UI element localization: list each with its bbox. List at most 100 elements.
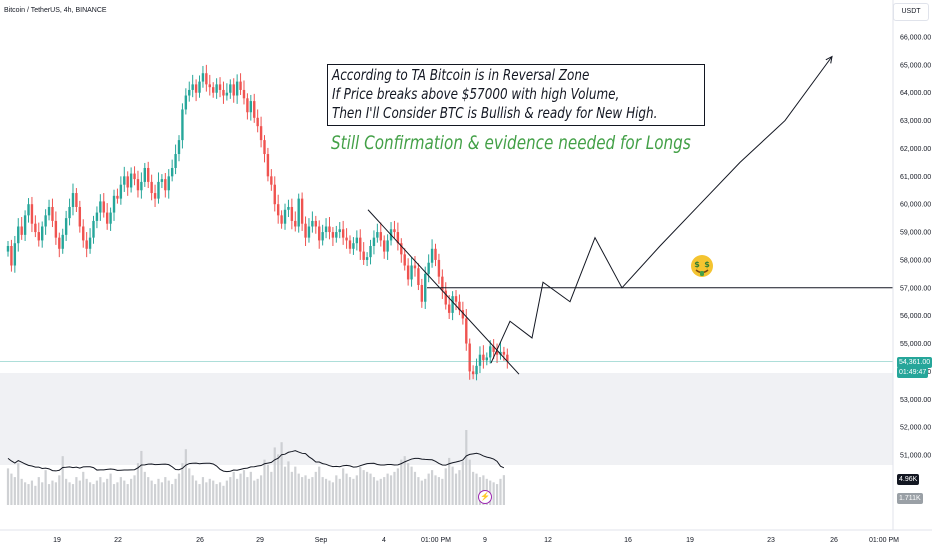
candle-body bbox=[140, 181, 143, 191]
volume-bar bbox=[321, 477, 324, 505]
candle-body bbox=[174, 154, 177, 168]
candle-body bbox=[198, 81, 201, 93]
volume-bar bbox=[259, 475, 263, 505]
candle-body bbox=[184, 95, 188, 110]
candle-body bbox=[372, 237, 376, 246]
candle-body bbox=[136, 179, 140, 191]
volume-bar bbox=[355, 475, 358, 505]
candle-body bbox=[444, 290, 447, 305]
volume-bar bbox=[410, 466, 413, 505]
volume-bar bbox=[37, 477, 40, 505]
candle-body bbox=[355, 237, 359, 244]
volume-bar bbox=[188, 468, 191, 505]
volume-bar bbox=[65, 478, 68, 505]
candle-body bbox=[160, 179, 164, 182]
candle-body bbox=[256, 117, 259, 127]
ma-volume-label: 4.96K bbox=[897, 474, 920, 485]
volume-bar bbox=[400, 459, 403, 505]
candle-body bbox=[451, 296, 454, 313]
volume-bar bbox=[324, 478, 328, 505]
candle-body bbox=[266, 154, 270, 177]
symbol-title: Bitcoin / TetherUS, 4h, BINANCE bbox=[4, 7, 107, 14]
volume-label: 1.711K bbox=[897, 493, 923, 504]
volume-bar bbox=[143, 471, 146, 505]
volume-bar bbox=[246, 477, 249, 505]
volume-bar bbox=[92, 484, 95, 505]
confirmation-note[interactable]: Still Confirmation & evidence needed for… bbox=[331, 132, 691, 154]
volume-bar bbox=[277, 454, 280, 505]
volume-bar bbox=[465, 430, 468, 505]
candle-body bbox=[129, 173, 133, 188]
volume-bar bbox=[335, 475, 338, 505]
candle-body bbox=[126, 176, 129, 188]
volume-bar bbox=[160, 482, 163, 505]
volume-bar bbox=[109, 473, 112, 505]
candle-body bbox=[304, 223, 307, 238]
candle-body bbox=[475, 365, 478, 375]
volume-bar bbox=[290, 471, 293, 505]
candle-body bbox=[478, 354, 482, 366]
y-tick-label: 57,000.00 bbox=[900, 285, 931, 292]
candle-body bbox=[205, 73, 208, 85]
x-tick-label: 01:00 PM bbox=[421, 537, 451, 544]
volume-bar bbox=[140, 450, 143, 505]
volume-bar bbox=[283, 466, 287, 505]
volume-bar bbox=[307, 478, 311, 505]
countdown-label: 01:49:47 bbox=[897, 367, 929, 378]
volume-ma-line bbox=[7, 450, 505, 473]
candle-body bbox=[489, 346, 492, 358]
candle-body bbox=[71, 193, 75, 207]
volume-bar bbox=[78, 480, 81, 505]
money-face-emoji-icon[interactable]: $ $ bbox=[690, 254, 714, 278]
candle-body bbox=[324, 226, 328, 233]
candle-body bbox=[78, 206, 82, 227]
volume-bar bbox=[256, 478, 259, 505]
volume-bar bbox=[88, 482, 92, 505]
candle-body bbox=[225, 92, 229, 96]
candle-body bbox=[164, 179, 167, 191]
volume-bar bbox=[492, 482, 495, 505]
candle-body bbox=[54, 220, 58, 238]
candle-body bbox=[434, 248, 437, 260]
currency-button[interactable]: USDT bbox=[893, 3, 929, 21]
volume-bar bbox=[502, 475, 505, 505]
candle-body bbox=[437, 259, 441, 277]
volume-bar bbox=[58, 475, 61, 505]
candle-body bbox=[147, 167, 150, 182]
y-tick-label: 55,000.00 bbox=[900, 341, 931, 348]
volume-bar bbox=[389, 475, 393, 505]
annotation-line-3: Then I'll Consider BTC is Bullish & read… bbox=[332, 104, 658, 122]
volume-bar bbox=[396, 468, 399, 505]
candle-body bbox=[410, 265, 413, 280]
volume-bar bbox=[297, 473, 300, 505]
volume-bar bbox=[472, 471, 475, 505]
candle-body bbox=[318, 226, 321, 241]
volume-bar bbox=[253, 480, 256, 505]
candle-body bbox=[290, 206, 294, 221]
volume-bar bbox=[222, 485, 225, 505]
lightning-icon[interactable]: ⚡ bbox=[478, 490, 492, 504]
candle-body bbox=[413, 265, 417, 269]
candle-body bbox=[212, 87, 215, 93]
candle-body bbox=[485, 357, 488, 361]
candle-body bbox=[338, 229, 341, 233]
candle-body bbox=[133, 173, 136, 180]
y-tick-label: 61,000.00 bbox=[900, 174, 931, 181]
candle-body bbox=[341, 229, 345, 238]
volume-bar bbox=[181, 463, 184, 505]
volume-bar bbox=[54, 482, 57, 505]
volume-bar bbox=[198, 484, 201, 505]
analysis-text-box[interactable]: According to TA Bitcoin is in Reversal Z… bbox=[327, 64, 705, 126]
candle-body bbox=[482, 354, 485, 361]
candle-body bbox=[369, 246, 372, 258]
volume-bar bbox=[20, 478, 23, 505]
volume-bar bbox=[225, 480, 228, 505]
annotation-line-1: According to TA Bitcoin is in Reversal Z… bbox=[332, 66, 590, 84]
volume-bar bbox=[266, 464, 270, 505]
volume-bar bbox=[201, 477, 205, 505]
volume-bar bbox=[71, 484, 75, 505]
candle-body bbox=[471, 371, 475, 375]
y-tick-label: 64,000.00 bbox=[900, 90, 931, 97]
candle-body bbox=[30, 204, 34, 224]
